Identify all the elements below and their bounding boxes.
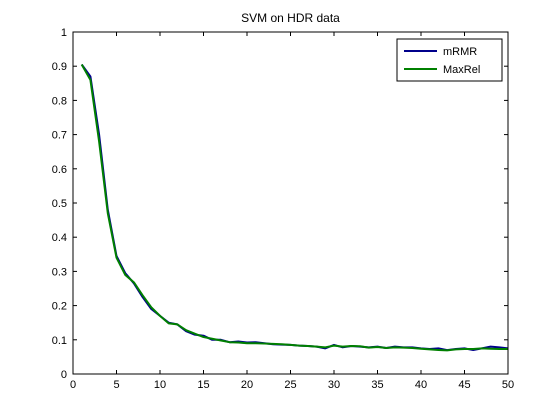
y-tick-label: 0.2 bbox=[52, 301, 67, 313]
x-tick-label: 0 bbox=[70, 379, 76, 391]
legend-label: MaxRel bbox=[443, 64, 480, 76]
y-tick-label: 0.1 bbox=[52, 335, 67, 347]
y-tick-label: 0.6 bbox=[52, 164, 67, 176]
series-line-maxrel bbox=[80, 63, 508, 352]
x-tick-label: 15 bbox=[197, 379, 209, 391]
y-tick-label: 0.8 bbox=[52, 95, 67, 107]
x-tick-label: 25 bbox=[284, 379, 296, 391]
y-tick-label: 0.9 bbox=[52, 61, 67, 73]
chart-title: SVM on HDR data bbox=[241, 11, 340, 25]
x-tick-label: 30 bbox=[328, 379, 340, 391]
ticks-layer: 0 5 10 15 20 25 30 35 40 45 50 0 0.1 0.2 0.3 0.4 0.5 0.6 0… bbox=[52, 27, 514, 391]
y-tick-label: 0.3 bbox=[52, 266, 67, 278]
y-tick-label: 1 bbox=[61, 27, 67, 39]
x-tick-label: 20 bbox=[241, 379, 253, 391]
x-tick-label: 40 bbox=[415, 379, 427, 391]
y-tick-label: 0.7 bbox=[52, 130, 67, 142]
legend-label: mRMR bbox=[443, 46, 477, 58]
plot-area bbox=[73, 32, 508, 374]
x-tick-label: 45 bbox=[458, 379, 470, 391]
x-tick-label: 10 bbox=[154, 379, 166, 391]
x-tick-label: 50 bbox=[502, 379, 514, 391]
x-tick-label: 5 bbox=[113, 379, 119, 391]
legend: mRMR MaxRel bbox=[396, 38, 503, 82]
series-layer bbox=[80, 63, 509, 352]
y-tick-label: 0 bbox=[61, 369, 67, 381]
x-tick-label: 35 bbox=[371, 379, 383, 391]
y-tick-label: 0.5 bbox=[52, 198, 67, 210]
legend-box bbox=[396, 38, 503, 82]
y-tick-label: 0.4 bbox=[52, 232, 67, 244]
